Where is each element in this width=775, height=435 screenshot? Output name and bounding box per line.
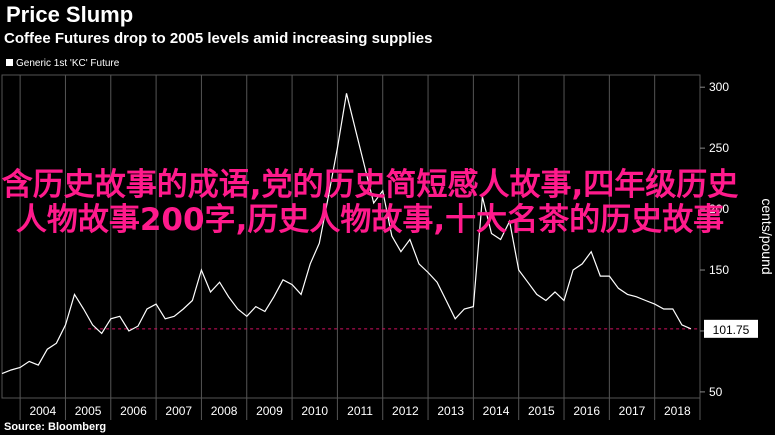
x-tick-label: 2007 xyxy=(165,404,192,418)
x-tick-label: 2015 xyxy=(528,404,555,418)
x-tick-label: 2006 xyxy=(120,404,147,418)
x-tick-label: 2012 xyxy=(392,404,419,418)
x-tick-label: 2011 xyxy=(347,404,373,418)
x-tick-label: 2008 xyxy=(211,404,238,418)
y-tick-label: 200 xyxy=(709,202,729,216)
x-tick-label: 2014 xyxy=(483,404,510,418)
x-tick-label: 2018 xyxy=(664,404,691,418)
last-value-box xyxy=(704,319,758,338)
x-tick-label: 2009 xyxy=(256,404,283,418)
y-tick-label: 250 xyxy=(709,141,729,155)
x-tick-label: 2004 xyxy=(29,404,56,418)
x-tick-label: 2010 xyxy=(301,404,328,418)
legend-swatch xyxy=(6,59,13,66)
x-tick-label: 2013 xyxy=(437,404,464,418)
y-tick-label: 150 xyxy=(709,263,729,277)
x-tick-label: 2016 xyxy=(573,404,600,418)
chart-subtitle: Coffee Futures drop to 2005 levels amid … xyxy=(4,30,433,47)
legend: Generic 1st 'KC' Future xyxy=(6,58,119,69)
last-value-label: 101.75 xyxy=(713,323,750,337)
y-tick-label: 50 xyxy=(709,385,723,399)
chart-title: Price Slump xyxy=(6,2,134,27)
series-line xyxy=(1,93,692,375)
source-note: Source: Bloomberg xyxy=(4,421,107,433)
x-tick-label: 2005 xyxy=(75,404,102,418)
overlay-watermark-text: 含历史故事的成语,党的历史简短感人故事,四年级历史人物故事200字,历史人物故事… xyxy=(1,167,739,238)
y-axis-label: cents/pound xyxy=(759,198,775,274)
x-tick-label: 2017 xyxy=(619,404,646,418)
y-tick-label: 300 xyxy=(709,80,729,94)
legend-label: Generic 1st 'KC' Future xyxy=(16,58,120,69)
